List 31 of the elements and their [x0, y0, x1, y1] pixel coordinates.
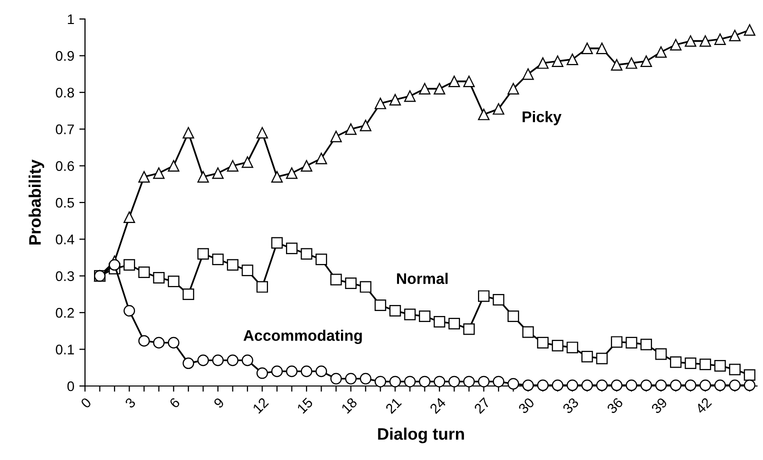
series-label: Normal	[397, 272, 448, 284]
x-tick-label: 0	[80, 397, 92, 409]
y-tick-label: 0.3	[56, 271, 74, 282]
y-tick-label: 0.5	[56, 198, 74, 208]
y-tick-label: 0.7	[56, 124, 74, 134]
y-axis-title: Probability	[28, 160, 44, 244]
x-tick-label: 21	[384, 397, 402, 414]
y-tick-label: 0.1	[56, 344, 74, 354]
y-tick-label: 1	[68, 14, 74, 24]
y-tick-label: 0.6	[56, 161, 74, 171]
y-tick-label: 0	[67, 381, 74, 392]
x-tick-label: 18	[340, 397, 358, 414]
y-tick-label: 0.2	[56, 308, 74, 318]
x-tick-label: 6	[168, 397, 180, 409]
y-tick-label: 0.8	[56, 88, 74, 98]
x-tick-label: 42	[694, 397, 712, 414]
x-tick-label: 12	[252, 397, 269, 414]
x-tick-label: 15	[296, 397, 314, 414]
x-tick-label: 36	[606, 397, 624, 414]
x-tick-label: 30	[518, 397, 535, 414]
x-tick-label: 3	[124, 397, 136, 409]
x-tick-label: 9	[213, 397, 225, 409]
x-tick-label: 24	[429, 396, 446, 414]
x-tick-label: 33	[562, 397, 580, 414]
y-tick-label: 0.9	[56, 51, 74, 61]
series-label: Accommodating	[244, 330, 362, 344]
x-tick-label: 27	[474, 397, 490, 414]
y-tick-label: 0.4	[56, 234, 74, 244]
x-tick-label: 39	[650, 397, 668, 414]
x-axis-title: Dialog turn	[378, 428, 464, 444]
series-label: Picky	[522, 110, 562, 126]
